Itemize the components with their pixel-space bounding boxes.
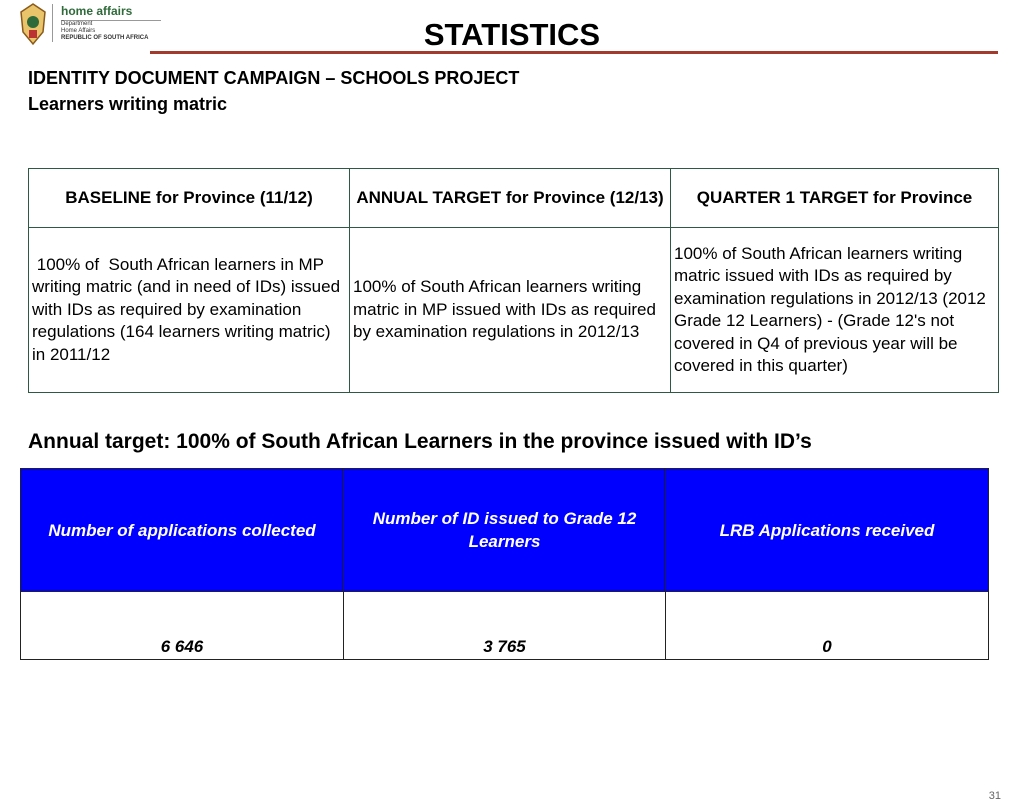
brand: home affairs bbox=[61, 4, 133, 18]
cell: 6 646 bbox=[20, 591, 344, 660]
coat-of-arms bbox=[20, 3, 46, 46]
cell: 100% of South African learners writing m… bbox=[349, 227, 671, 393]
logo-line: Department bbox=[61, 21, 93, 27]
annual-heading: Annual target: 100% of South African Lea… bbox=[28, 430, 812, 453]
targets-table: BASELINE for Province (11/12) ANNUAL TARG… bbox=[28, 168, 999, 393]
header-cell: LRB Applications received bbox=[665, 468, 989, 592]
cell: 100% of South African learners writing m… bbox=[670, 227, 999, 393]
subtitle: Learners writing matric bbox=[28, 94, 228, 114]
logo-line: REPUBLIC OF SOUTH AFRICA bbox=[61, 35, 149, 41]
logo-text: home affairs Department Home Affairs REP… bbox=[52, 4, 161, 42]
page-number: 31 bbox=[988, 790, 1001, 802]
header-cell: QUARTER 1 TARGET for Province bbox=[670, 168, 999, 228]
header-cell: Number of applications collected bbox=[20, 468, 344, 592]
header-cell: Number of ID issued to Grade 12 Learners bbox=[343, 468, 666, 592]
cell: 3 765 bbox=[343, 591, 666, 660]
header-cell: BASELINE for Province (11/12) bbox=[28, 168, 350, 228]
subtitle: IDENTITY DOCUMENT CAMPAIGN – SCHOOLS PRO… bbox=[28, 68, 520, 88]
cell: 0 bbox=[665, 591, 989, 660]
logo-line: Home Affairs bbox=[61, 28, 96, 34]
cell: 100% of South African learners in MP wri… bbox=[28, 227, 350, 393]
title: STATISTICS bbox=[423, 17, 601, 52]
title-rule bbox=[150, 51, 998, 54]
results-table: Number of applications collected Number o… bbox=[20, 468, 989, 660]
header-cell: ANNUAL TARGET for Province (12/13) bbox=[349, 168, 671, 228]
